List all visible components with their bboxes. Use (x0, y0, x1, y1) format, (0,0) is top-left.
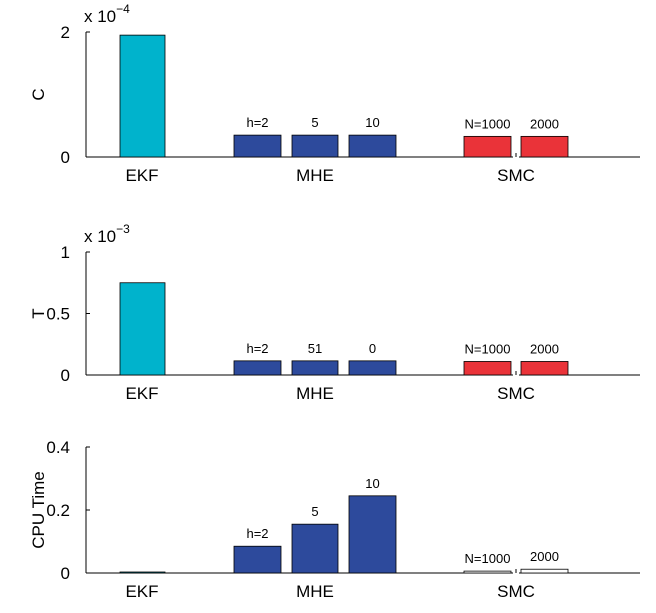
bar-data-label: 51 (308, 341, 322, 356)
bar-data-label: h=2 (246, 341, 268, 356)
category-label: MHE (296, 166, 334, 185)
bar-smc (463, 135, 512, 158)
bar-ekf (119, 571, 166, 574)
chart-panel-1: 0 2 Cx 10−4 h=2 5 10 N=1000 2000 EKF MHE SMC (29, 2, 640, 185)
bar-data-label: 5 (311, 115, 318, 130)
bar-mhe (291, 523, 339, 574)
category-label: EKF (125, 384, 158, 403)
chart-panel-3: 0 0.2 0.4 CPU Time h=2 5 10 N=1000 2000 EKF MHE SMC (29, 438, 640, 601)
bar-mhe (291, 360, 339, 376)
bar-data-label: 10 (365, 115, 379, 130)
y-tick-label: 0.2 (46, 501, 70, 520)
category-label: EKF (125, 582, 158, 601)
bar-mhe (233, 134, 282, 158)
chart-panel-2: 0 0.5 1 Tx 10−3 h=2 51 0 N=1000 2000 EKF MHE SMC (29, 222, 640, 403)
bar-data-label: 5 (311, 504, 318, 519)
category-label: SMC (497, 582, 535, 601)
axis-scale-label: x 10−4 (84, 2, 130, 26)
category-label: SMC (497, 384, 535, 403)
y-axis-label: T (29, 308, 48, 318)
bar-mhe (348, 134, 397, 158)
bar-ekf (119, 34, 166, 158)
bar-data-label: N=1000 (465, 116, 511, 131)
y-tick-label: 0 (61, 148, 70, 167)
bar-smc (520, 568, 569, 574)
bar-data-label: 2000 (530, 116, 559, 131)
bar-smc (520, 135, 569, 158)
category-label: EKF (125, 166, 158, 185)
bar-data-label: N=1000 (465, 341, 511, 356)
y-axis-label: C (29, 88, 48, 100)
y-tick-label: 0 (61, 564, 70, 583)
y-tick-label: 0.4 (46, 438, 70, 457)
axis-scale-label: x 10−3 (84, 222, 130, 246)
bar-data-label: N=1000 (465, 551, 511, 566)
bar-data-label: 2000 (530, 549, 559, 564)
category-label: MHE (296, 582, 334, 601)
bar-smc (463, 570, 512, 574)
category-label: MHE (296, 384, 334, 403)
y-tick-label: 0.5 (46, 305, 70, 324)
y-tick-label: 2 (61, 23, 70, 42)
bar-mhe (348, 360, 397, 376)
category-label: SMC (497, 166, 535, 185)
bar-data-label: h=2 (246, 115, 268, 130)
y-tick-label: 0 (61, 366, 70, 385)
bar-smc (463, 361, 512, 376)
bar-data-label: 2000 (530, 341, 559, 356)
bar-data-label: 0 (369, 341, 376, 356)
y-tick-label: 1 (61, 243, 70, 262)
bar-mhe (291, 134, 339, 158)
bar-mhe (348, 495, 397, 574)
y-axis-label: CPU Time (29, 471, 48, 548)
bar-smc (520, 361, 569, 376)
axis-scale-exponent: −4 (116, 2, 130, 16)
bar-mhe (233, 545, 282, 574)
bar-data-label: h=2 (246, 526, 268, 541)
axis-scale-exponent: −3 (116, 222, 130, 236)
bar-data-label: 10 (365, 476, 379, 491)
bar-ekf (119, 282, 166, 376)
bar-mhe (233, 360, 282, 376)
